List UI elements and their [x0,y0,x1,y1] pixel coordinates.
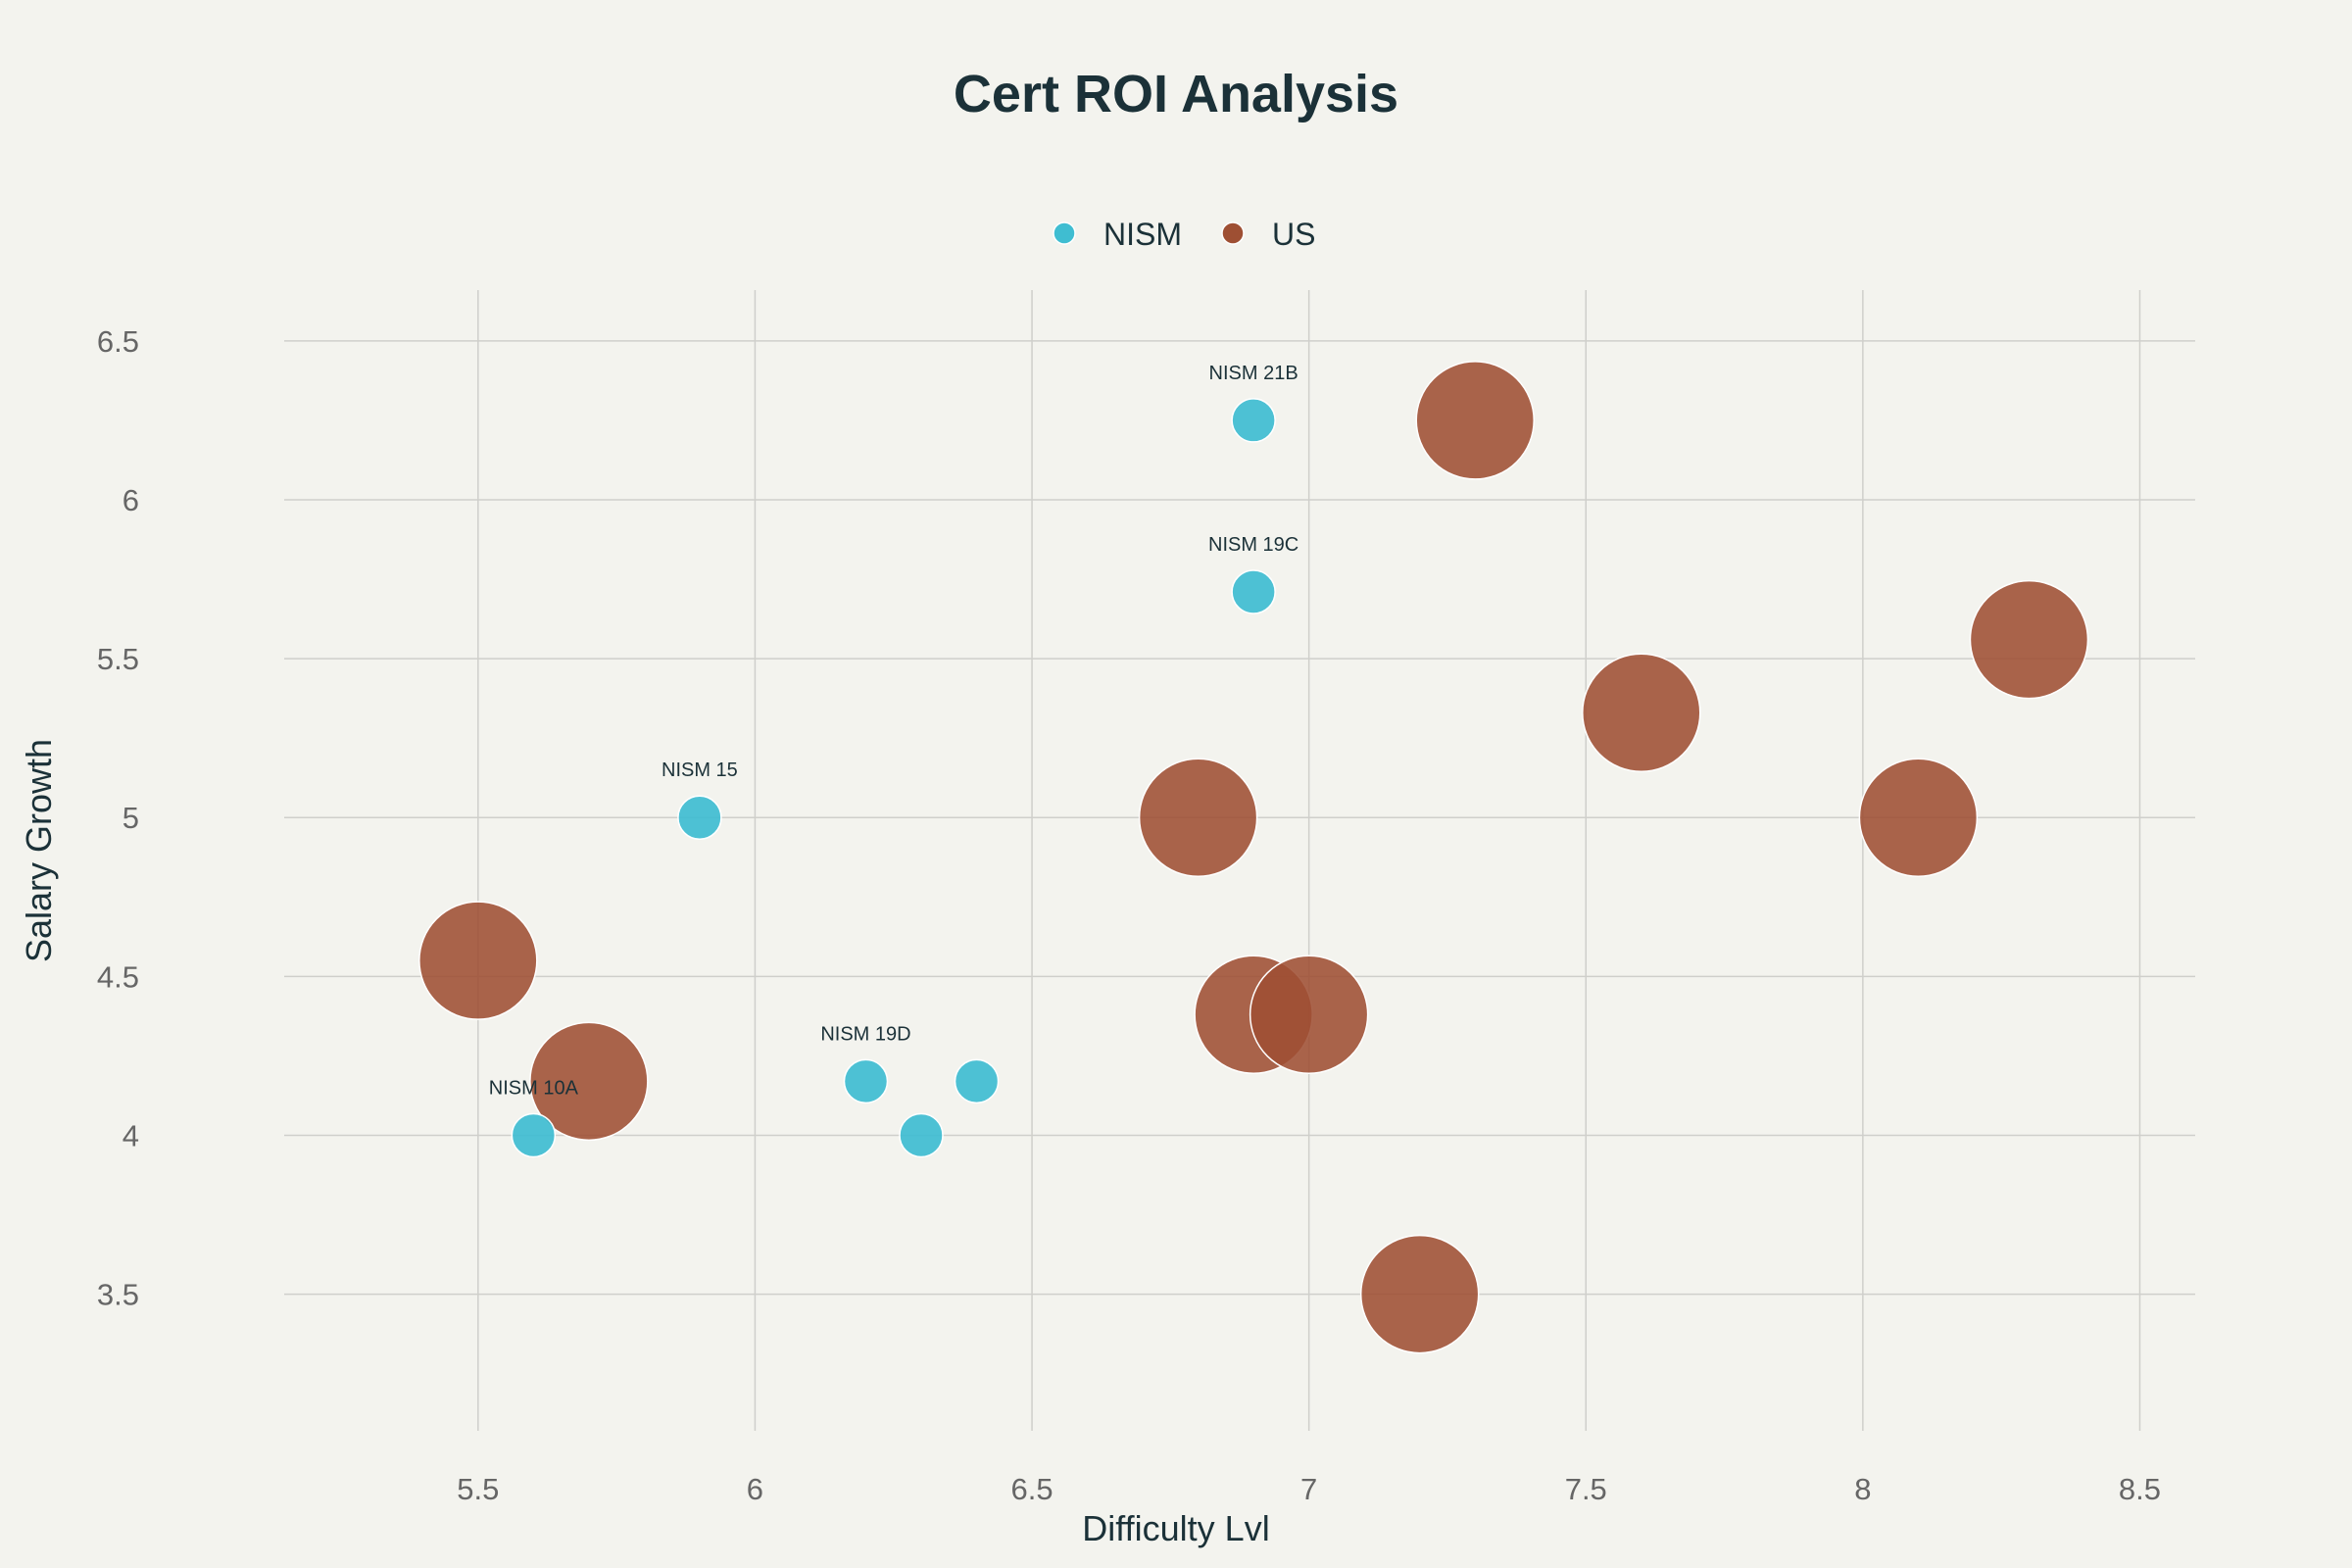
y-tick-label: 5 [122,801,139,835]
y-axis-title: Salary Growth [19,739,59,962]
x-axis-title: Difficulty Lvl [1082,1508,1269,1548]
y-axis-ticks: 3.5 4 4.5 5 5.5 6 6.5 [97,324,139,1312]
us-point [1359,1234,1480,1354]
legend-marker [1053,221,1076,245]
point-label: NISM 19D [820,1023,910,1045]
nism-point [677,795,722,840]
x-axis-ticks: 5.5 6 6.5 7 7.5 8 8.5 [457,1472,2161,1506]
x-tick-label: 7.5 [1565,1472,1607,1506]
us-point [1969,579,2089,700]
nism-point [511,1112,557,1158]
point-label: NISM 10A [489,1077,579,1099]
y-tick-label: 3.5 [97,1278,139,1312]
us-point [1249,955,1369,1075]
nism-point [1231,398,1276,443]
us-point [1138,758,1258,877]
nism-point [954,1058,1000,1104]
us-point [529,1021,649,1142]
point-label: NISM 15 [662,760,738,781]
us-point [1415,361,1535,480]
us-point [1858,758,1979,877]
y-tick-label: 6.5 [97,324,139,359]
legend-label: NISM [1103,217,1182,252]
us-point [1582,653,1701,772]
x-tick-label: 7 [1300,1472,1317,1506]
grid [284,290,2195,1431]
data-points [418,361,2089,1354]
legend: NISM US [1053,217,1315,252]
y-tick-label: 6 [122,483,139,517]
legend-label: US [1272,217,1315,252]
x-tick-label: 8.5 [2119,1472,2161,1506]
us-point [418,901,538,1020]
chart-title: Cert ROI Analysis [954,65,1398,123]
y-tick-label: 4.5 [97,959,139,994]
x-tick-label: 6 [747,1472,763,1506]
nism-point [843,1058,889,1104]
legend-marker [1221,221,1245,245]
nism-point [1231,569,1276,614]
point-label: NISM 19C [1208,534,1298,556]
y-tick-label: 5.5 [97,642,139,676]
y-tick-label: 4 [122,1118,139,1152]
point-label: NISM 21B [1209,363,1298,384]
x-tick-label: 6.5 [1010,1472,1053,1506]
point-labels: NISM 21B NISM 19C NISM 15 NISM 19D NISM 10A [489,363,1298,1100]
nism-point [899,1112,944,1158]
x-tick-label: 5.5 [457,1472,499,1506]
x-tick-label: 8 [1854,1472,1871,1506]
